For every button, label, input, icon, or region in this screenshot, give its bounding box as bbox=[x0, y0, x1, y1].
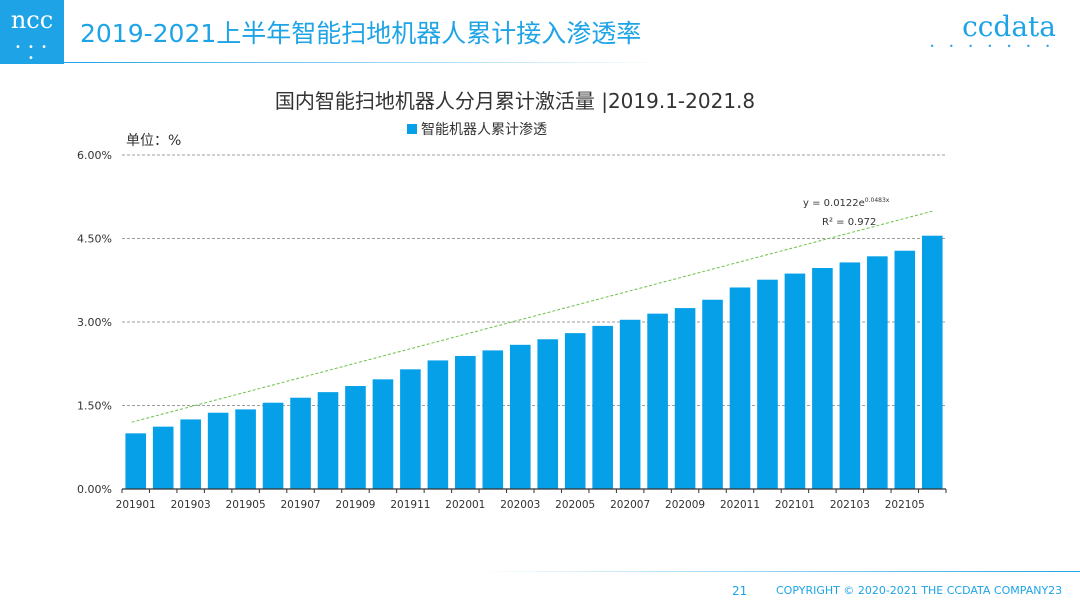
bar bbox=[290, 397, 311, 489]
bar bbox=[674, 308, 696, 489]
y-axis-ticks: 0.00% 1.50% 3.00% 4.50% 6.00% bbox=[77, 149, 112, 496]
x-tick-label: 202105 bbox=[885, 499, 925, 511]
bar bbox=[400, 369, 421, 489]
footer-divider bbox=[480, 571, 1080, 572]
page-title: 2019-2021上半年智能扫地机器人累计接入渗透率 bbox=[80, 19, 642, 48]
bar bbox=[207, 412, 229, 489]
x-tick-label: 201907 bbox=[280, 499, 320, 511]
bar bbox=[152, 426, 174, 489]
x-tick-label: 201911 bbox=[390, 499, 430, 511]
x-tick-label: 202011 bbox=[720, 499, 760, 511]
bar bbox=[592, 325, 613, 489]
bar bbox=[702, 299, 723, 489]
x-tick-label: 202009 bbox=[665, 499, 705, 511]
ncc-logo-dots: • • • • bbox=[14, 42, 50, 64]
x-axis-ticks: 201901 201903 201905 201907 201909 201911 2020… bbox=[116, 499, 925, 511]
bar bbox=[647, 313, 668, 489]
trendline-equation-exponent: 0.0483x bbox=[865, 197, 890, 204]
legend-swatch bbox=[407, 124, 417, 134]
bar bbox=[921, 235, 943, 489]
x-axis bbox=[121, 488, 947, 493]
bar bbox=[894, 250, 916, 489]
legend-label: 智能机器人累计渗透 bbox=[421, 122, 547, 138]
chart-title: 国内智能扫地机器人分月累计激活量 |2019.1-2021.8 bbox=[275, 89, 755, 113]
bar bbox=[867, 256, 888, 489]
trendline-equation-main: y = 0.0122e bbox=[803, 198, 865, 209]
x-tick-label: 202001 bbox=[445, 499, 485, 511]
x-tick-label: 202103 bbox=[830, 499, 870, 511]
bar bbox=[509, 344, 531, 489]
y-tick-label: 6.00% bbox=[77, 149, 112, 162]
x-tick-label: 202003 bbox=[500, 499, 540, 511]
bar bbox=[757, 279, 778, 489]
unit-label: 单位：% bbox=[126, 133, 181, 149]
bar bbox=[180, 419, 201, 489]
x-tick-label: 201905 bbox=[226, 499, 266, 511]
x-tick-label: 202005 bbox=[555, 499, 595, 511]
trendline-r-squared: R² = 0.972 bbox=[822, 217, 876, 228]
y-tick-label: 3.00% bbox=[77, 316, 112, 329]
x-tick-label: 201909 bbox=[335, 499, 375, 511]
y-tick-label: 0.00% bbox=[77, 483, 112, 496]
bar bbox=[784, 273, 806, 489]
bar bbox=[482, 350, 504, 489]
ccdata-logo-dots: • • • • • • • bbox=[929, 42, 1056, 51]
bar bbox=[372, 379, 394, 489]
bar bbox=[317, 392, 339, 489]
ncc-logo-text: ncc bbox=[10, 6, 54, 34]
ccdata-logo: ccdata bbox=[962, 10, 1056, 43]
trendline bbox=[131, 210, 935, 423]
header-divider bbox=[64, 62, 664, 63]
bar bbox=[427, 360, 449, 489]
bar bbox=[235, 409, 256, 489]
bar bbox=[125, 433, 147, 489]
bar bbox=[812, 268, 833, 489]
copyright-text: COPYRIGHT © 2020-2021 THE CCDATA COMPANY… bbox=[776, 584, 1063, 597]
x-tick-label: 202101 bbox=[775, 499, 815, 511]
gridlines bbox=[122, 154, 946, 406]
trendline-equation: y = 0.0122e0.0483x bbox=[803, 197, 890, 209]
bar bbox=[729, 287, 751, 489]
page-number: 21 bbox=[732, 584, 748, 598]
bar bbox=[839, 262, 861, 489]
ncc-logo: ncc • • • • bbox=[0, 0, 64, 64]
bar bbox=[564, 333, 586, 489]
bar bbox=[262, 402, 284, 489]
bar bbox=[619, 319, 641, 489]
x-tick-label: 202007 bbox=[610, 499, 650, 511]
bar bbox=[537, 339, 559, 489]
x-tick-label: 201901 bbox=[116, 499, 156, 511]
bars bbox=[125, 235, 943, 489]
y-tick-label: 4.50% bbox=[77, 233, 112, 246]
bar bbox=[455, 355, 476, 489]
y-tick-label: 1.50% bbox=[77, 400, 112, 413]
x-tick-label: 201903 bbox=[171, 499, 211, 511]
bar bbox=[345, 386, 366, 489]
